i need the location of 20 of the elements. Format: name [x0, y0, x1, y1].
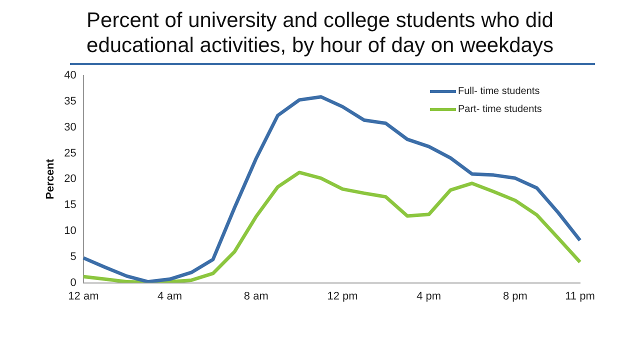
chart-title: Percent of university and college students who did educational activities, by hour of day on weekdays	[86, 8, 554, 58]
x-tick-label: 4 am	[158, 290, 182, 302]
y-tick-label: 10	[64, 225, 76, 238]
x-tick-label: 11 pm	[565, 290, 595, 302]
x-tick-label: 12 pm	[327, 290, 358, 302]
y-tick-label: 20	[64, 173, 76, 186]
legend-label: Full- time students	[458, 86, 540, 96]
y-tick-label: 35	[64, 96, 76, 108]
y-axis-title: Percent	[44, 158, 57, 200]
y-tick-label: 40	[64, 70, 76, 82]
y-tick-label: 5	[70, 250, 76, 263]
x-tick-label: 8 pm	[502, 290, 528, 302]
x-tick-label: 8 am	[244, 290, 268, 302]
y-tick-label: 0	[70, 276, 76, 289]
y-tick-label: 15	[64, 199, 76, 212]
y-tick-label: 30	[64, 121, 76, 134]
y-tick-label: 25	[64, 147, 76, 160]
legend-label: Part- time students	[458, 104, 542, 114]
x-tick-label: 4 pm	[416, 290, 442, 302]
x-tick-label: 12 am	[68, 290, 99, 302]
